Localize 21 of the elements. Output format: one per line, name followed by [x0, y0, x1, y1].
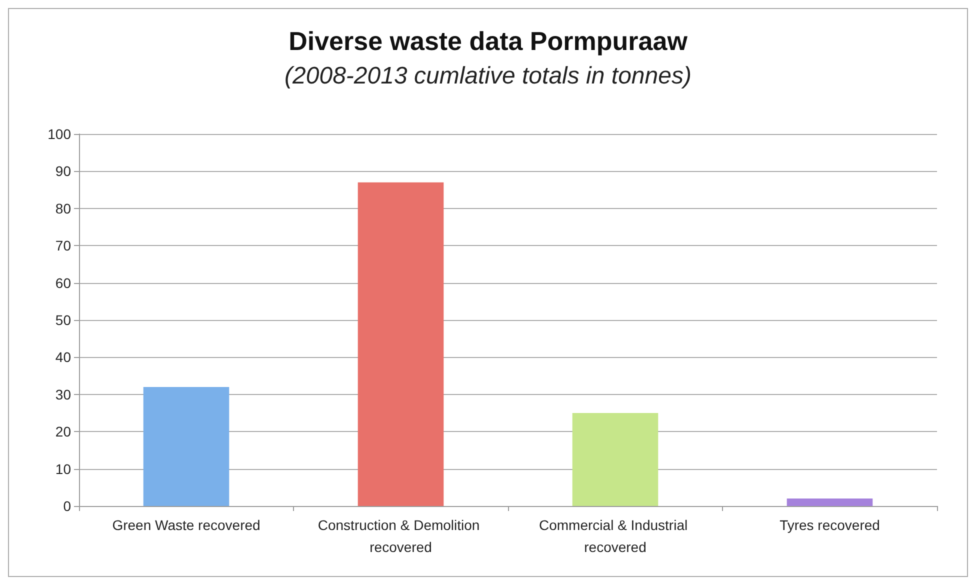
x-tick-label: Construction & Demolition recovered: [318, 517, 484, 555]
x-tick-label: Commercial & Industrial recovered: [539, 517, 692, 555]
chart-subtitle: (2008-2013 cumlative totals in tonnes): [284, 62, 692, 90]
bar: [143, 386, 230, 506]
y-tick-label: 50: [55, 312, 72, 328]
y-tick-label: 60: [55, 274, 72, 291]
x-tick-label: Green Waste recovered: [112, 517, 260, 533]
y-tick-label: 0: [63, 498, 72, 514]
y-tick-label: 90: [55, 163, 72, 180]
bar: [358, 182, 444, 506]
bar: [786, 498, 873, 506]
y-tick-label: 10: [55, 460, 72, 477]
y-tick-label: 70: [55, 238, 72, 254]
chart-title: Diverse waste data Pormpuraaw: [288, 26, 688, 56]
bar: [572, 413, 658, 506]
y-tick-label: 30: [55, 386, 72, 402]
y-tick-label: 80: [55, 200, 72, 216]
y-tick-label: 100: [48, 126, 72, 142]
y-tick-label: 20: [55, 424, 72, 440]
y-tick-label: 40: [55, 349, 72, 366]
x-tick-label: Tyres recovered: [780, 517, 880, 533]
